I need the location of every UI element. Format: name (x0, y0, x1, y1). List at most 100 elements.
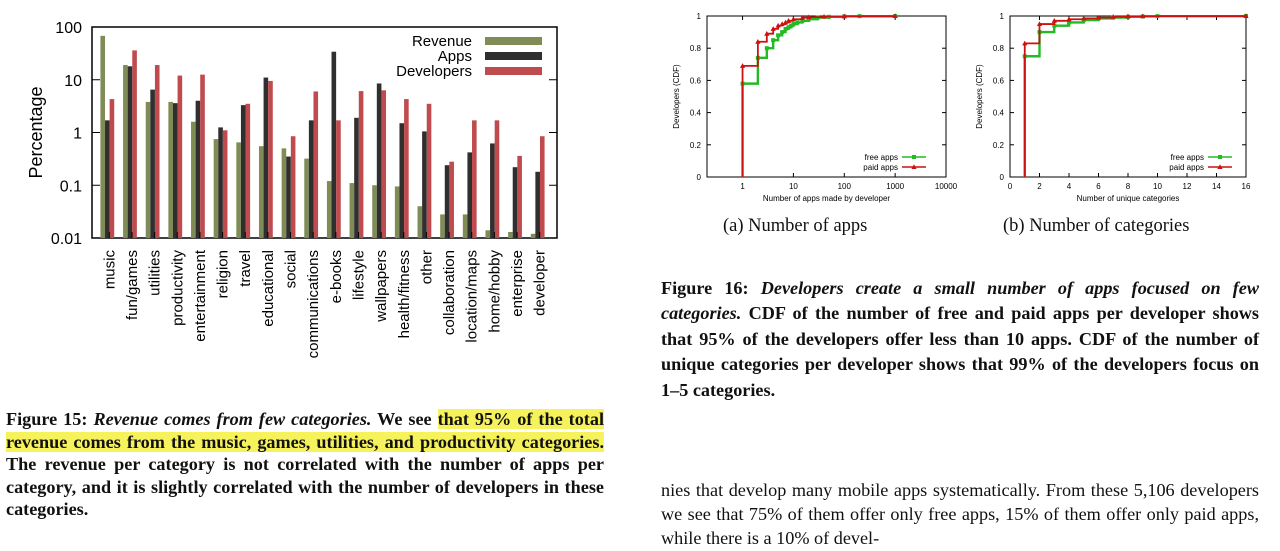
x-tick-label: enterprise (509, 250, 526, 317)
bar (308, 120, 314, 238)
y-axis-label: Percentage (26, 86, 46, 178)
bar (530, 233, 536, 238)
y-tick-label: 0.6 (993, 76, 1005, 85)
y-tick-label: 0 (1000, 173, 1005, 182)
x-tick-label: music (101, 250, 118, 290)
data-point (739, 63, 746, 68)
data-point (782, 19, 789, 25)
bar (440, 214, 445, 238)
data-point (1110, 14, 1116, 19)
y-tick-label: 0.6 (690, 76, 702, 85)
bar (304, 158, 309, 238)
data-point (799, 14, 805, 20)
y-tick-label: 0.8 (690, 44, 702, 53)
bar (200, 74, 205, 238)
x-tick-label: 10000 (935, 182, 958, 191)
x-tick-label: productivity (169, 250, 186, 326)
bar (100, 35, 106, 238)
x-tick-label: health/fitness (396, 250, 413, 338)
figure-15-caption: Figure 15: Revenue comes from few catego… (6, 408, 605, 521)
bar (218, 127, 223, 238)
y-tick-label: 100 (55, 20, 82, 37)
data-point (780, 30, 785, 35)
data-point (892, 13, 898, 18)
data-point (786, 25, 791, 30)
bar (422, 131, 427, 238)
data-point (785, 18, 792, 23)
bar (494, 120, 500, 238)
x-tick-label: 16 (1242, 182, 1251, 191)
y-axis-label: Developers (CDF) (975, 64, 984, 129)
bar (426, 103, 432, 238)
x-tick-label: 12 (1183, 182, 1192, 191)
x-tick-label: 1 (740, 182, 745, 191)
x-axis-label: Number of unique categories (1077, 194, 1180, 203)
data-point (1243, 13, 1249, 18)
x-tick-label: 14 (1212, 182, 1221, 191)
data-point (783, 26, 788, 31)
figure-15-label: Figure 15: (6, 409, 88, 429)
bar (195, 100, 201, 238)
bar (512, 167, 518, 238)
x-tick-label: location/maps (464, 250, 481, 343)
bar (508, 231, 513, 238)
y-tick-label: 0.1 (60, 178, 82, 195)
data-point (821, 13, 827, 19)
bar (132, 50, 137, 238)
data-point (771, 38, 776, 43)
x-tick-label: e-books (328, 250, 345, 303)
x-tick-label: 0 (1008, 182, 1013, 191)
x-tick-label: 4 (1067, 182, 1072, 191)
data-point (1066, 16, 1072, 22)
x-tick-label: fun/games (124, 250, 141, 320)
legend-marker (911, 164, 917, 169)
data-point (1095, 14, 1102, 20)
data-point (1036, 21, 1043, 27)
figure-16-label: Figure 16: (661, 278, 749, 298)
data-point (776, 33, 781, 38)
y-tick-label: 0.01 (51, 231, 82, 248)
bar (404, 99, 409, 239)
x-tick-label: religion (215, 250, 232, 298)
data-point (791, 22, 796, 27)
figure-16-caption: Figure 16: Developers create a small num… (661, 276, 1259, 403)
data-point (775, 22, 781, 28)
data-point (770, 26, 776, 31)
y-tick-label: 1 (697, 12, 702, 21)
x-tick-label: communications (305, 250, 322, 358)
data-point (841, 13, 847, 19)
data-point (779, 21, 785, 27)
data-point (1052, 23, 1057, 28)
bar (150, 89, 155, 238)
bar (172, 103, 178, 238)
bar (109, 99, 115, 239)
data-point (790, 16, 797, 22)
legend-label: paid apps (863, 163, 898, 172)
bar (485, 230, 491, 238)
legend-label: free apps (1171, 153, 1204, 162)
bar (490, 143, 495, 238)
x-tick-label: utilities (147, 250, 164, 296)
bar (127, 66, 133, 238)
bar (381, 90, 387, 239)
bar (263, 77, 269, 239)
bar (444, 165, 450, 238)
y-tick-label: 0.2 (690, 141, 702, 150)
bar (336, 120, 341, 238)
bar (313, 91, 319, 239)
x-tick-label: wallpapers (373, 250, 390, 323)
y-tick-label: 1 (1000, 12, 1005, 21)
x-tick-label: 10 (789, 182, 798, 191)
x-tick-label: 6 (1096, 182, 1101, 191)
bar (467, 152, 473, 238)
data-point (806, 14, 812, 20)
y-tick-label: 0.8 (993, 44, 1005, 53)
bar (358, 91, 364, 238)
bar (472, 120, 477, 238)
legend-label: paid apps (1169, 163, 1204, 172)
figure-15-title: Revenue comes from few categories. (93, 409, 372, 429)
data-point (764, 46, 769, 51)
x-tick-label: 8 (1126, 182, 1131, 191)
bar (535, 171, 540, 238)
